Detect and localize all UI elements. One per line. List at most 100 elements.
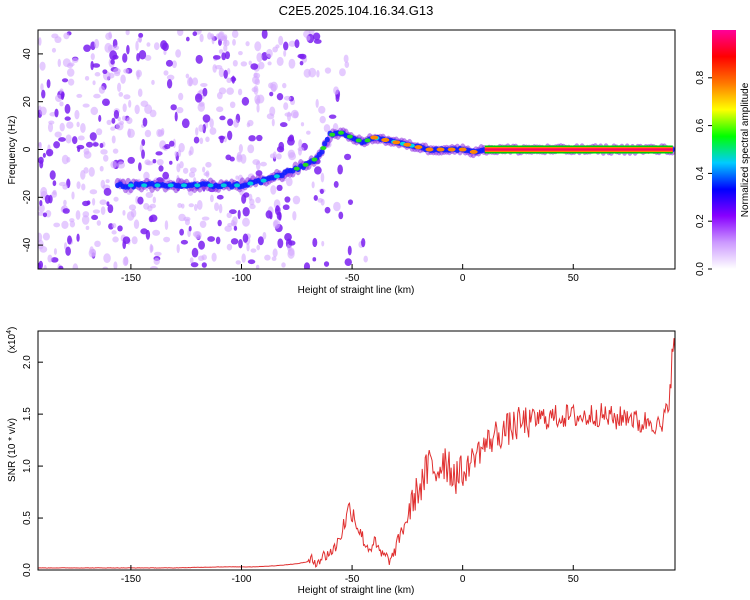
snr-x-label: Height of straight line (km) bbox=[298, 585, 415, 596]
noise-speckle bbox=[65, 246, 71, 256]
noise-speckle bbox=[315, 98, 319, 108]
noise-speckle bbox=[266, 113, 275, 120]
noise-speckle bbox=[333, 201, 341, 212]
noise-speckle bbox=[283, 41, 289, 51]
noise-speckle bbox=[219, 115, 226, 121]
noise-speckle bbox=[211, 252, 217, 262]
noise-speckle bbox=[217, 31, 225, 41]
noise-speckle bbox=[146, 42, 151, 47]
noise-speckle bbox=[38, 37, 42, 46]
noise-speckle bbox=[103, 154, 109, 162]
colorbar-gradient bbox=[712, 30, 736, 269]
noise-speckle bbox=[255, 196, 261, 204]
noise-speckle bbox=[248, 60, 252, 66]
noise-speckle bbox=[99, 165, 104, 172]
noise-speckle bbox=[177, 30, 184, 37]
noise-speckle bbox=[178, 213, 186, 222]
noise-speckle bbox=[246, 242, 250, 252]
noise-speckle bbox=[284, 196, 291, 203]
noise-speckle bbox=[58, 137, 66, 142]
noise-speckle bbox=[51, 33, 59, 39]
noise-speckle bbox=[137, 196, 144, 205]
noise-speckle bbox=[209, 194, 214, 203]
noise-speckle bbox=[149, 203, 156, 209]
noise-speckle bbox=[211, 34, 215, 45]
ridge-hotspot bbox=[381, 137, 390, 142]
noise-speckle bbox=[177, 149, 182, 157]
noise-speckle bbox=[265, 210, 273, 219]
noise-speckle bbox=[320, 172, 325, 183]
noise-speckle bbox=[102, 69, 108, 74]
ridge-spot bbox=[194, 183, 201, 188]
noise-speckle bbox=[171, 60, 177, 69]
noise-speckle bbox=[264, 254, 271, 261]
x-tick-label: -100 bbox=[231, 574, 251, 585]
noise-speckle bbox=[347, 199, 354, 205]
noise-speckle bbox=[205, 161, 212, 168]
noise-speckle bbox=[83, 150, 92, 159]
noise-speckle bbox=[319, 188, 324, 195]
noise-speckle bbox=[176, 163, 181, 173]
noise-speckle bbox=[283, 95, 292, 101]
noise-speckle bbox=[188, 171, 196, 178]
noise-speckle bbox=[312, 257, 317, 262]
x-tick-label: 50 bbox=[568, 273, 580, 284]
noise-speckle bbox=[176, 106, 184, 114]
noise-speckle bbox=[43, 264, 47, 269]
noise-speckle bbox=[215, 236, 221, 245]
noise-speckle bbox=[312, 237, 318, 248]
snr-scale-exponent: 4 bbox=[6, 330, 13, 334]
noise-speckle bbox=[199, 33, 204, 43]
noise-speckle bbox=[168, 160, 173, 165]
noise-speckle bbox=[240, 61, 248, 67]
noise-speckle bbox=[137, 37, 142, 43]
noise-speckle bbox=[214, 202, 220, 212]
noise-speckle bbox=[123, 68, 130, 74]
noise-speckle bbox=[91, 198, 96, 206]
noise-speckle bbox=[184, 218, 190, 226]
noise-speckle bbox=[51, 47, 57, 53]
noise-speckle bbox=[122, 53, 128, 63]
noise-speckle bbox=[75, 210, 81, 220]
noise-speckle bbox=[256, 134, 263, 142]
noise-speckle bbox=[93, 38, 100, 49]
snr-marks bbox=[38, 338, 675, 569]
noise-speckle bbox=[39, 106, 47, 116]
noise-speckle bbox=[110, 160, 117, 169]
colorbar-tick-label: 0.0 bbox=[695, 262, 706, 276]
noise-speckle bbox=[46, 79, 51, 89]
noise-speckle bbox=[275, 205, 280, 212]
noise-speckle bbox=[42, 152, 46, 158]
noise-speckle bbox=[143, 203, 150, 210]
noise-speckle bbox=[333, 180, 339, 188]
noise-speckle bbox=[51, 191, 58, 198]
x-tick-label: -100 bbox=[231, 273, 251, 284]
noise-speckle bbox=[316, 70, 320, 78]
y-tick-label: -20 bbox=[22, 190, 33, 205]
x-tick-label: 0 bbox=[460, 273, 466, 284]
snr-y-axis: 0.0 0.5 1.0 1.5 2.0 bbox=[22, 355, 43, 577]
noise-speckle bbox=[195, 127, 199, 136]
noise-speckle bbox=[152, 196, 157, 204]
noise-speckle bbox=[288, 58, 296, 69]
noise-speckle bbox=[207, 32, 212, 40]
noise-speckle bbox=[249, 198, 255, 206]
noise-speckle bbox=[284, 233, 292, 242]
noise-speckle bbox=[288, 152, 297, 161]
x-tick-label: -50 bbox=[345, 574, 360, 585]
noise-speckle bbox=[103, 253, 111, 264]
noise-speckle bbox=[47, 254, 53, 263]
noise-speckle bbox=[226, 243, 233, 251]
noise-speckle bbox=[117, 116, 121, 122]
noise-speckle bbox=[283, 50, 287, 57]
y-tick-label: 0.0 bbox=[22, 563, 33, 577]
noise-speckle bbox=[224, 35, 228, 46]
noise-speckle bbox=[217, 219, 222, 227]
noise-speckle bbox=[76, 233, 80, 242]
noise-speckle bbox=[115, 122, 124, 131]
ridge-spot bbox=[180, 183, 187, 188]
ridge-spot bbox=[320, 146, 327, 151]
noise-speckle bbox=[270, 185, 277, 195]
noise-speckle bbox=[138, 50, 147, 60]
noise-speckle bbox=[232, 59, 238, 67]
